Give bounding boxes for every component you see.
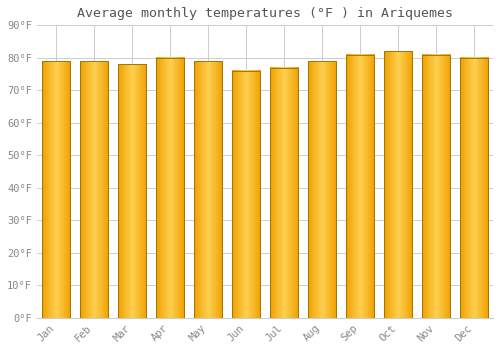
- Bar: [232, 71, 260, 318]
- Bar: [422, 55, 450, 318]
- Bar: [460, 58, 488, 318]
- Bar: [118, 64, 146, 318]
- Bar: [156, 58, 184, 318]
- Bar: [308, 61, 336, 318]
- Bar: [270, 68, 298, 318]
- Bar: [384, 51, 412, 318]
- Bar: [80, 61, 108, 318]
- Bar: [346, 55, 374, 318]
- Bar: [194, 61, 222, 318]
- Title: Average monthly temperatures (°F ) in Ariquemes: Average monthly temperatures (°F ) in Ar…: [77, 7, 453, 20]
- Bar: [42, 61, 70, 318]
